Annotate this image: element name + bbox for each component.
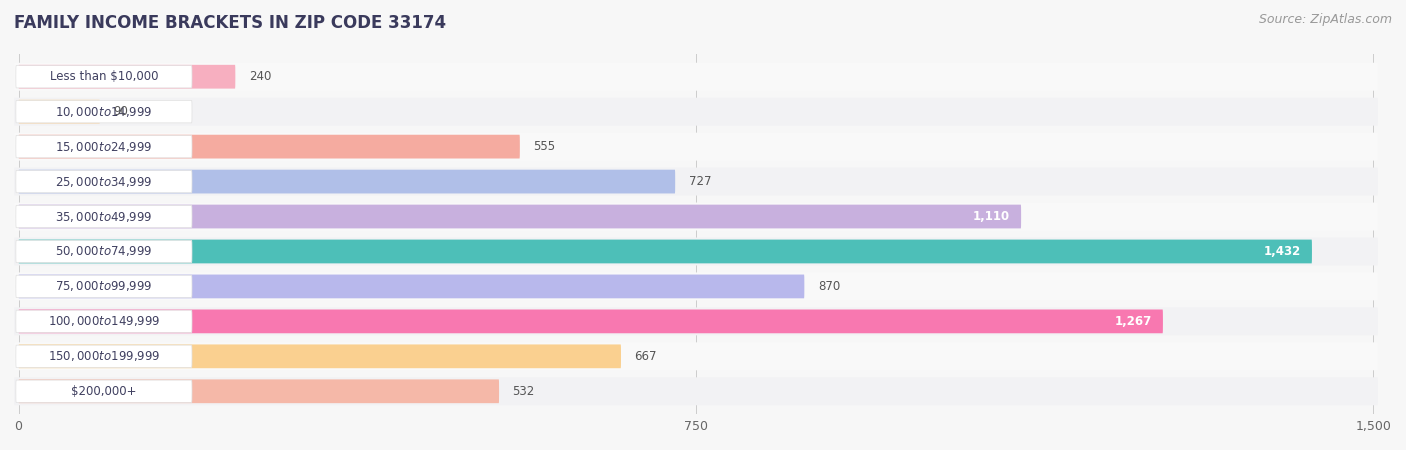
FancyBboxPatch shape xyxy=(14,342,1378,370)
Text: 90: 90 xyxy=(114,105,128,118)
Text: 727: 727 xyxy=(689,175,711,188)
FancyBboxPatch shape xyxy=(15,275,193,297)
FancyBboxPatch shape xyxy=(14,63,1378,91)
FancyBboxPatch shape xyxy=(18,274,804,298)
FancyBboxPatch shape xyxy=(14,272,1378,301)
FancyBboxPatch shape xyxy=(14,202,1378,230)
Text: $50,000 to $74,999: $50,000 to $74,999 xyxy=(55,244,153,258)
FancyBboxPatch shape xyxy=(18,205,1021,229)
FancyBboxPatch shape xyxy=(15,100,193,123)
FancyBboxPatch shape xyxy=(18,310,1163,333)
FancyBboxPatch shape xyxy=(15,345,193,368)
FancyBboxPatch shape xyxy=(15,171,193,193)
Text: 1,432: 1,432 xyxy=(1264,245,1301,258)
FancyBboxPatch shape xyxy=(18,344,621,368)
FancyBboxPatch shape xyxy=(14,133,1378,161)
Text: $15,000 to $24,999: $15,000 to $24,999 xyxy=(55,140,153,153)
Text: $200,000+: $200,000+ xyxy=(72,385,136,398)
FancyBboxPatch shape xyxy=(18,239,1312,263)
Text: 870: 870 xyxy=(818,280,841,293)
Text: $75,000 to $99,999: $75,000 to $99,999 xyxy=(55,279,153,293)
FancyBboxPatch shape xyxy=(18,65,235,89)
FancyBboxPatch shape xyxy=(15,205,193,228)
FancyBboxPatch shape xyxy=(18,135,520,158)
FancyBboxPatch shape xyxy=(14,377,1378,405)
Text: $25,000 to $34,999: $25,000 to $34,999 xyxy=(55,175,153,189)
FancyBboxPatch shape xyxy=(14,238,1378,266)
Text: 532: 532 xyxy=(513,385,534,398)
Text: $150,000 to $199,999: $150,000 to $199,999 xyxy=(48,349,160,363)
FancyBboxPatch shape xyxy=(18,100,100,124)
Text: Source: ZipAtlas.com: Source: ZipAtlas.com xyxy=(1258,14,1392,27)
Text: $10,000 to $14,999: $10,000 to $14,999 xyxy=(55,105,153,119)
FancyBboxPatch shape xyxy=(18,170,675,194)
FancyBboxPatch shape xyxy=(15,240,193,263)
Text: 667: 667 xyxy=(634,350,657,363)
Text: 555: 555 xyxy=(533,140,555,153)
FancyBboxPatch shape xyxy=(15,66,193,88)
FancyBboxPatch shape xyxy=(14,167,1378,196)
Text: Less than $10,000: Less than $10,000 xyxy=(49,70,159,83)
Text: 1,110: 1,110 xyxy=(973,210,1011,223)
FancyBboxPatch shape xyxy=(14,98,1378,126)
Text: 1,267: 1,267 xyxy=(1115,315,1152,328)
Text: $100,000 to $149,999: $100,000 to $149,999 xyxy=(48,315,160,328)
Text: 240: 240 xyxy=(249,70,271,83)
FancyBboxPatch shape xyxy=(15,380,193,402)
FancyBboxPatch shape xyxy=(15,310,193,333)
Text: FAMILY INCOME BRACKETS IN ZIP CODE 33174: FAMILY INCOME BRACKETS IN ZIP CODE 33174 xyxy=(14,14,446,32)
FancyBboxPatch shape xyxy=(15,135,193,158)
FancyBboxPatch shape xyxy=(18,379,499,403)
FancyBboxPatch shape xyxy=(14,307,1378,335)
Text: $35,000 to $49,999: $35,000 to $49,999 xyxy=(55,210,153,224)
